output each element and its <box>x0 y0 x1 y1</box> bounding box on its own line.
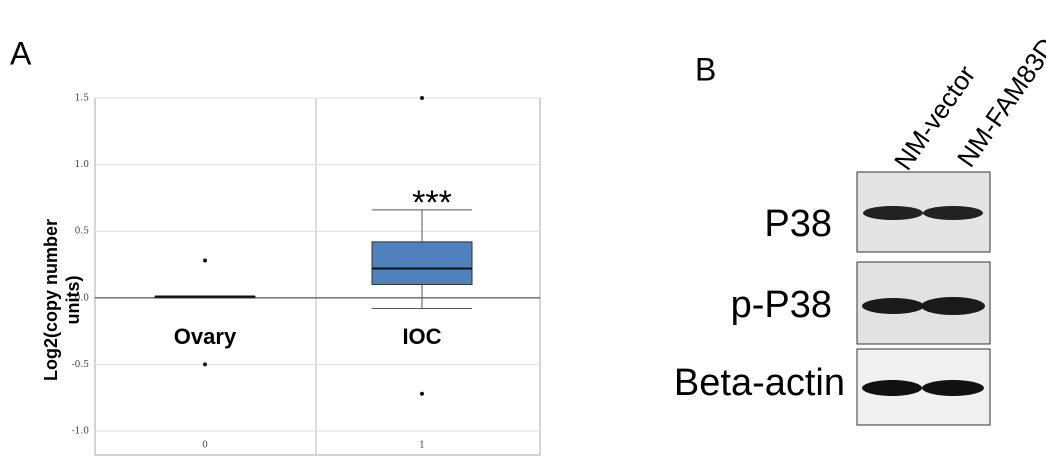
significance: *** <box>412 184 452 222</box>
y-tick-label: 1.0 <box>75 160 90 170</box>
row-label: Beta-actin <box>674 362 845 404</box>
x-tick-label: 0 <box>202 441 208 451</box>
row-label: P38 <box>764 203 832 245</box>
y-label-line: units) <box>63 276 83 325</box>
box <box>371 241 473 285</box>
plot-frame <box>94 97 541 456</box>
y-axis-label: Log2(copy number units) <box>41 219 83 381</box>
y-tick-label: 0.5 <box>75 227 90 237</box>
band <box>862 380 922 396</box>
outlier <box>420 96 424 100</box>
column-label: NM-FAM83D <box>951 32 1046 172</box>
panel-label: B <box>695 51 716 87</box>
row-label: p-P38 <box>731 284 832 326</box>
group-label: IOC <box>402 324 441 349</box>
band <box>922 380 984 396</box>
y-tick-label: 0.0 <box>75 293 90 303</box>
outlier <box>203 362 207 367</box>
group-label: Ovary <box>174 324 237 349</box>
y-tick-label: -0.5 <box>72 360 90 370</box>
x-tick-label: 1 <box>419 441 425 451</box>
band <box>923 206 983 220</box>
panel-label: A <box>10 35 32 71</box>
outlier <box>420 391 424 396</box>
y-label-line: Log2(copy number <box>41 219 61 381</box>
y-tick-label: 1.5 <box>75 94 90 104</box>
band <box>863 206 923 220</box>
outlier <box>203 258 207 263</box>
band <box>862 298 924 314</box>
y-tick-label: -1.0 <box>72 427 90 437</box>
band <box>921 297 985 315</box>
